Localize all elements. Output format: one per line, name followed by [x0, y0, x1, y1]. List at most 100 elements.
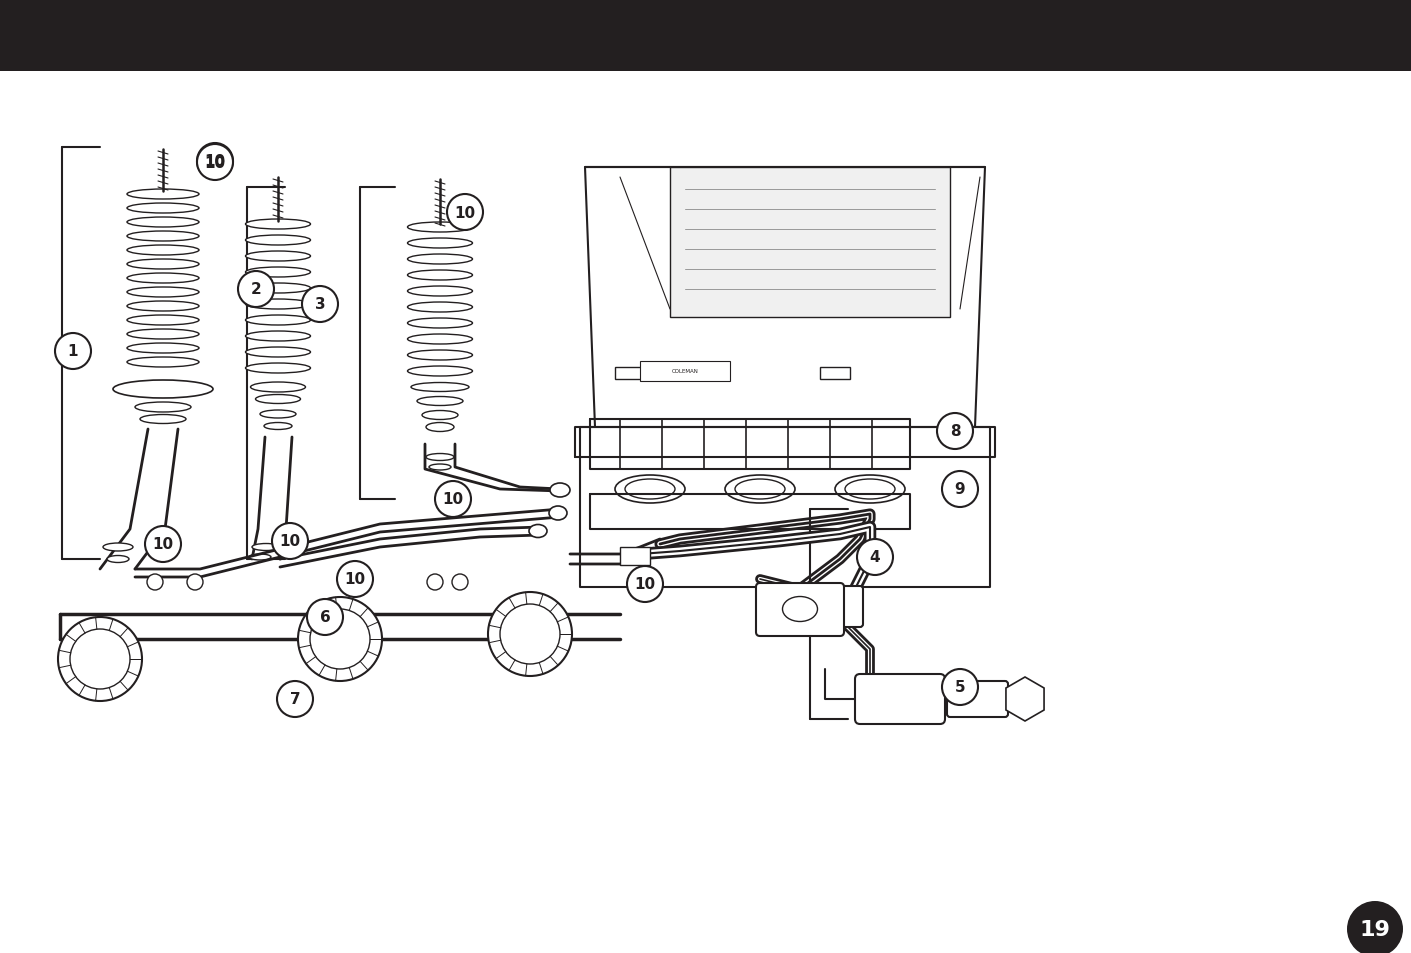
Ellipse shape: [426, 423, 454, 432]
Ellipse shape: [408, 303, 473, 313]
Ellipse shape: [411, 383, 468, 392]
Circle shape: [937, 414, 974, 450]
Ellipse shape: [253, 544, 279, 551]
Text: 10: 10: [205, 155, 226, 171]
Ellipse shape: [246, 252, 310, 262]
Text: 10: 10: [344, 572, 365, 587]
Text: 10: 10: [443, 492, 464, 507]
Ellipse shape: [429, 464, 452, 471]
Ellipse shape: [255, 395, 301, 404]
Text: 8: 8: [950, 424, 961, 439]
Text: 10: 10: [454, 205, 476, 220]
Ellipse shape: [246, 364, 310, 374]
Circle shape: [188, 575, 203, 590]
Circle shape: [238, 272, 274, 308]
Circle shape: [447, 194, 483, 231]
Ellipse shape: [127, 288, 199, 297]
Circle shape: [277, 681, 313, 718]
Ellipse shape: [127, 246, 199, 255]
Text: 5: 5: [955, 679, 965, 695]
Ellipse shape: [127, 274, 199, 284]
Ellipse shape: [783, 597, 817, 622]
FancyBboxPatch shape: [756, 583, 844, 637]
FancyBboxPatch shape: [797, 586, 864, 627]
Ellipse shape: [246, 220, 310, 230]
FancyBboxPatch shape: [855, 675, 945, 724]
Ellipse shape: [615, 476, 684, 503]
Circle shape: [71, 629, 130, 689]
Circle shape: [626, 566, 663, 602]
Text: 10: 10: [635, 577, 656, 592]
Circle shape: [58, 618, 143, 701]
Ellipse shape: [260, 411, 296, 418]
Ellipse shape: [246, 332, 310, 341]
Ellipse shape: [127, 232, 199, 242]
Circle shape: [145, 526, 181, 562]
Ellipse shape: [140, 416, 186, 424]
FancyBboxPatch shape: [947, 681, 1007, 718]
Ellipse shape: [264, 423, 292, 430]
Ellipse shape: [625, 479, 674, 499]
Circle shape: [308, 599, 343, 636]
Text: 4: 4: [869, 550, 880, 565]
Circle shape: [1348, 901, 1403, 953]
Ellipse shape: [835, 476, 904, 503]
Text: 1: 1: [68, 344, 78, 359]
Ellipse shape: [246, 235, 310, 246]
Circle shape: [428, 575, 443, 590]
Circle shape: [856, 539, 893, 576]
Ellipse shape: [550, 483, 570, 497]
Ellipse shape: [422, 411, 459, 420]
Circle shape: [147, 575, 164, 590]
Circle shape: [310, 609, 370, 669]
Text: 2: 2: [251, 282, 261, 297]
Ellipse shape: [735, 479, 785, 499]
Ellipse shape: [127, 357, 199, 368]
Text: 3: 3: [315, 297, 326, 313]
Ellipse shape: [127, 260, 199, 270]
Ellipse shape: [127, 204, 199, 213]
Bar: [820, 368, 849, 379]
Circle shape: [435, 481, 471, 517]
Ellipse shape: [127, 344, 199, 354]
Text: 9: 9: [955, 482, 965, 497]
Text: 10: 10: [205, 154, 226, 170]
Circle shape: [298, 598, 382, 681]
Text: 6: 6: [320, 610, 330, 625]
Ellipse shape: [248, 555, 271, 560]
Bar: [670, 168, 950, 317]
Ellipse shape: [408, 367, 473, 376]
Ellipse shape: [408, 271, 473, 281]
Text: COLEMAN: COLEMAN: [672, 369, 698, 375]
Circle shape: [337, 561, 373, 598]
Ellipse shape: [127, 315, 199, 326]
Ellipse shape: [135, 402, 190, 413]
Ellipse shape: [127, 302, 199, 312]
Ellipse shape: [408, 318, 473, 329]
Ellipse shape: [251, 382, 306, 393]
Ellipse shape: [426, 454, 454, 461]
Circle shape: [272, 523, 308, 559]
Bar: [615, 368, 645, 379]
Ellipse shape: [529, 525, 547, 537]
Ellipse shape: [408, 335, 473, 345]
Ellipse shape: [246, 284, 310, 294]
Ellipse shape: [103, 543, 133, 552]
Ellipse shape: [107, 556, 128, 563]
Ellipse shape: [408, 223, 473, 233]
Ellipse shape: [408, 351, 473, 360]
Ellipse shape: [127, 190, 199, 200]
Polygon shape: [1006, 678, 1044, 721]
Ellipse shape: [113, 380, 213, 398]
Ellipse shape: [408, 254, 473, 265]
Text: 7: 7: [289, 692, 301, 707]
Circle shape: [198, 144, 233, 180]
Bar: [641, 361, 729, 381]
Ellipse shape: [845, 479, 895, 499]
Circle shape: [452, 575, 468, 590]
Ellipse shape: [246, 315, 310, 326]
Circle shape: [943, 472, 978, 507]
Ellipse shape: [408, 287, 473, 296]
Ellipse shape: [246, 348, 310, 357]
Ellipse shape: [725, 476, 794, 503]
